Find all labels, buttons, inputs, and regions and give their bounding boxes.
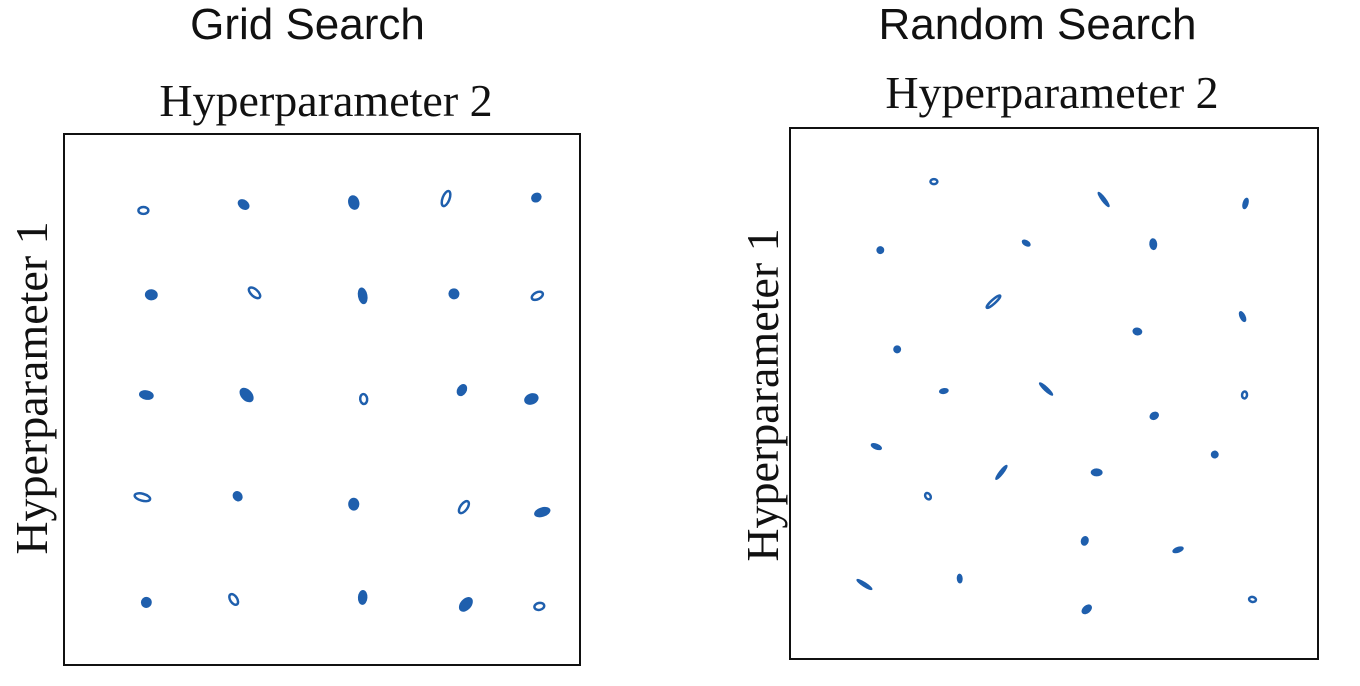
sample-point [144, 289, 158, 301]
sample-point [1021, 239, 1031, 247]
sample-point [247, 286, 262, 300]
sample-point [893, 345, 902, 354]
sample-point [1242, 197, 1249, 210]
sample-point [1038, 382, 1054, 396]
grid-search-title: Grid Search [190, 0, 425, 49]
sample-point [530, 290, 545, 302]
sample-point [1080, 535, 1089, 546]
sample-point [1149, 411, 1159, 421]
sample-point [1172, 546, 1184, 554]
sample-point [228, 592, 240, 607]
sample-point [239, 387, 254, 403]
sample-point [929, 177, 939, 186]
grid-search-plot [63, 133, 581, 666]
sample-point [524, 393, 539, 405]
sample-point [458, 597, 473, 612]
sample-point [138, 390, 154, 400]
sample-point [440, 189, 452, 208]
grid-search-points [133, 189, 551, 612]
grid-search-y-axis-label: Hyperparameter 1 [6, 221, 57, 555]
sample-point [348, 195, 360, 210]
sample-point [1097, 191, 1110, 208]
random-search-points [856, 177, 1258, 615]
sample-point [1090, 468, 1103, 477]
sample-point [133, 492, 152, 503]
sample-point [1238, 311, 1247, 323]
sample-point [1132, 327, 1143, 336]
sample-point [870, 443, 882, 451]
sample-point [534, 506, 551, 518]
sample-point [457, 499, 471, 515]
sample-point [137, 205, 150, 216]
sample-point [140, 596, 152, 608]
sample-point [956, 573, 963, 584]
sample-point [456, 384, 468, 397]
sample-point [448, 288, 460, 300]
sample-point [923, 491, 933, 501]
sample-point [1247, 595, 1258, 604]
sample-point [533, 601, 546, 612]
sample-point [1210, 450, 1219, 459]
sample-point [995, 464, 1008, 481]
sample-point [1240, 390, 1249, 400]
sample-point [237, 199, 250, 210]
sample-point [348, 497, 360, 511]
sample-point [1081, 604, 1092, 615]
sample-point [938, 387, 949, 395]
sample-point [358, 392, 369, 406]
sample-point [232, 491, 243, 502]
sample-point [531, 192, 542, 203]
sample-point [357, 287, 368, 305]
sample-point [357, 590, 368, 605]
sample-point [876, 246, 885, 255]
random-search-title: Random Search [878, 0, 1197, 49]
sample-point [856, 578, 873, 591]
random-search-plot [789, 127, 1319, 660]
random-search-x-axis-label: Hyperparameter 2 [885, 67, 1219, 118]
grid-search-x-axis-label: Hyperparameter 2 [159, 75, 493, 126]
sample-point [1149, 238, 1158, 251]
sample-point [985, 294, 1002, 310]
random-search-y-axis-label: Hyperparameter 1 [737, 228, 788, 562]
